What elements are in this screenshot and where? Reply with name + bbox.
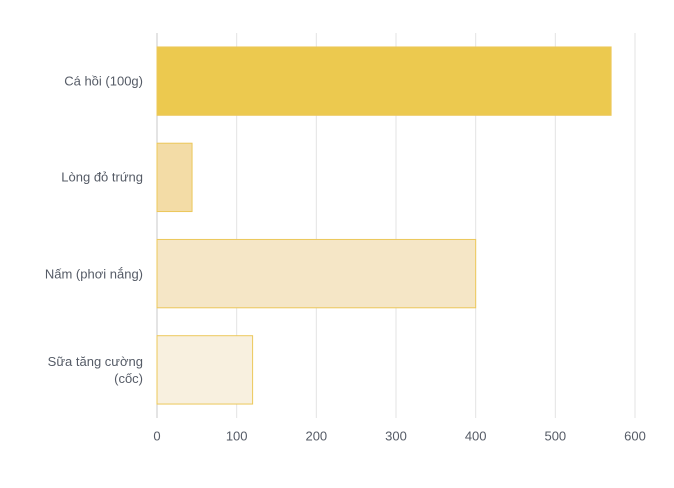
bar xyxy=(156,335,254,405)
y-tick-label: Nấm (phơi nắng) xyxy=(44,266,143,282)
bar xyxy=(156,238,477,309)
x-tick-label: 200 xyxy=(305,428,327,443)
y-tick-label: Sữa tăng cường (cốc) xyxy=(47,353,143,386)
x-tick-label: 500 xyxy=(544,428,566,443)
bar xyxy=(156,142,193,213)
x-tick-label: 600 xyxy=(624,428,646,443)
x-tick-label: 300 xyxy=(385,428,407,443)
x-tick-label: 0 xyxy=(153,428,160,443)
bar xyxy=(156,46,612,116)
x-tick-label: 400 xyxy=(465,428,487,443)
y-tick-label: Cá hồi (100g) xyxy=(64,73,143,89)
x-tick-label: 100 xyxy=(226,428,248,443)
y-tick-label: Lòng đỏ trứng xyxy=(61,169,143,185)
